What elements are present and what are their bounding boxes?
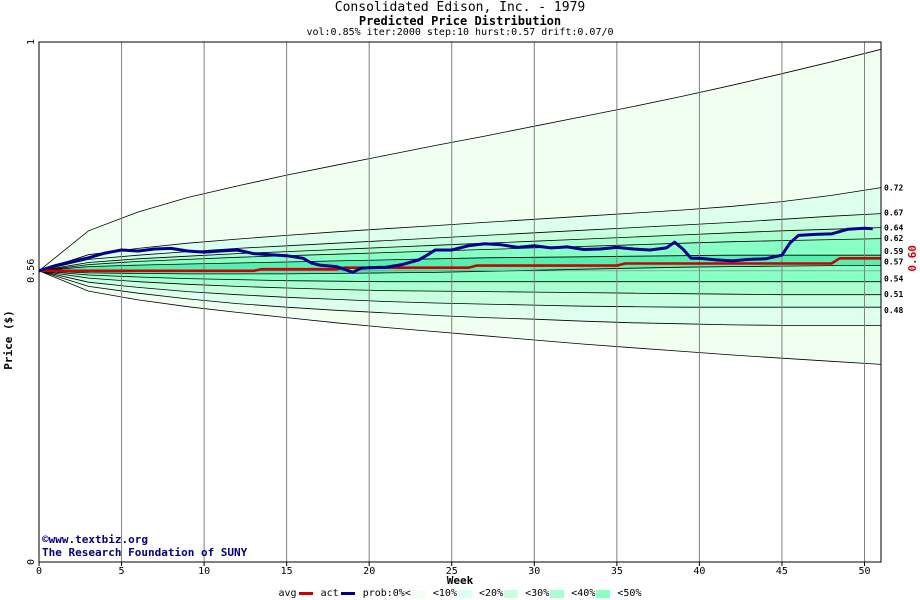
distribution-bands — [38, 42, 882, 562]
band-end-label: 0.54 — [884, 275, 903, 284]
x-tick-label: 10 — [198, 566, 210, 577]
band-boundary-line — [38, 270, 881, 296]
band-boundary-line — [38, 227, 882, 272]
band-boundary-line — [38, 270, 881, 308]
band-end-label: 0.51 — [884, 290, 903, 299]
legend-band-swatch — [457, 589, 472, 598]
chart-parameters: vol:0.85% iter:2000 step:10 hurst:0.57 d… — [306, 27, 614, 38]
x-tick-label: 45 — [776, 566, 788, 577]
band-boundary-line — [38, 270, 881, 326]
legend-act-label: act — [320, 588, 339, 599]
plot-frame — [38, 41, 882, 563]
band-end-label: 0.59 — [884, 247, 903, 256]
legend-band-swatch — [411, 589, 426, 598]
legend-band-label: <50% — [617, 588, 642, 599]
legend-band-label: <40% — [571, 588, 596, 599]
chart-subtitle: Predicted Price Distribution — [358, 14, 562, 28]
band-end-label: 0.64 — [884, 224, 903, 233]
series-line-avg — [39, 257, 881, 273]
y-tick-label: 0 — [26, 559, 37, 565]
legend-band-label: <30% — [525, 588, 550, 599]
band-end-label: 0.72 — [884, 184, 903, 193]
legend-act-swatch — [340, 592, 355, 595]
legend-band-swatch — [550, 589, 565, 598]
probability-band — [39, 255, 881, 274]
series-lines — [38, 226, 881, 274]
x-tick-label: 30 — [528, 566, 540, 577]
credit-site-text: www.textbiz.org — [48, 533, 148, 546]
band-boundary-line — [38, 265, 881, 275]
chart-axes — [38, 41, 882, 566]
legend-band-label: <10% — [432, 588, 457, 599]
x-tick-label: 15 — [281, 566, 293, 577]
y-tick-label: 0.56 — [26, 259, 37, 283]
credit-site: ©www.textbiz.org — [42, 533, 148, 546]
legend-band-swatch — [596, 589, 611, 598]
current-price-label: 0.60 — [906, 245, 919, 272]
x-tick-label: 25 — [446, 566, 458, 577]
band-boundary-line — [38, 254, 881, 272]
band-boundary-line — [38, 187, 882, 272]
band-boundary-line — [38, 48, 882, 272]
band-boundary-line — [38, 213, 882, 272]
band-boundary-line — [38, 238, 882, 272]
y-axis-label: Price ($) — [2, 310, 15, 370]
legend-avg-swatch — [298, 592, 313, 595]
legend-band-label: <20% — [479, 588, 504, 599]
x-tick-label: 40 — [693, 566, 705, 577]
band-end-label: 0.62 — [884, 234, 903, 243]
x-tick-label: 35 — [611, 566, 623, 577]
legend-band-swatch — [504, 589, 519, 598]
band-boundary-line — [38, 270, 881, 283]
x-tick-label: 0 — [36, 566, 42, 577]
legend-avg-label: avg — [278, 588, 297, 599]
band-end-label: 0.67 — [884, 209, 903, 218]
band-end-label: 0.57 — [884, 257, 903, 266]
x-axis-label: Week — [447, 574, 474, 587]
chart-title: Consolidated Edison, Inc. - 1979 — [334, 0, 586, 15]
chart-legend: avg act prob:0%< <10% <20% <30% <40% <50… — [0, 588, 920, 600]
credit-org: The Research Foundation of SUNY — [42, 546, 248, 559]
band-end-label: 0.48 — [884, 306, 903, 315]
copyright-icon: © — [42, 533, 49, 546]
series-line-act — [38, 226, 873, 274]
y-tick-label: 1 — [26, 39, 37, 45]
band-boundary-line — [38, 270, 882, 365]
x-tick-label: 5 — [119, 566, 125, 577]
chart-labels: 0 5 10 15 20 25 30 35 40 45 50 0 0.56 1 Week Price ($) 0… — [2, 39, 919, 587]
x-tick-label: 20 — [363, 566, 375, 577]
x-tick-label: 50 — [858, 566, 870, 577]
legend-prob-label: prob:0%< — [362, 588, 411, 599]
